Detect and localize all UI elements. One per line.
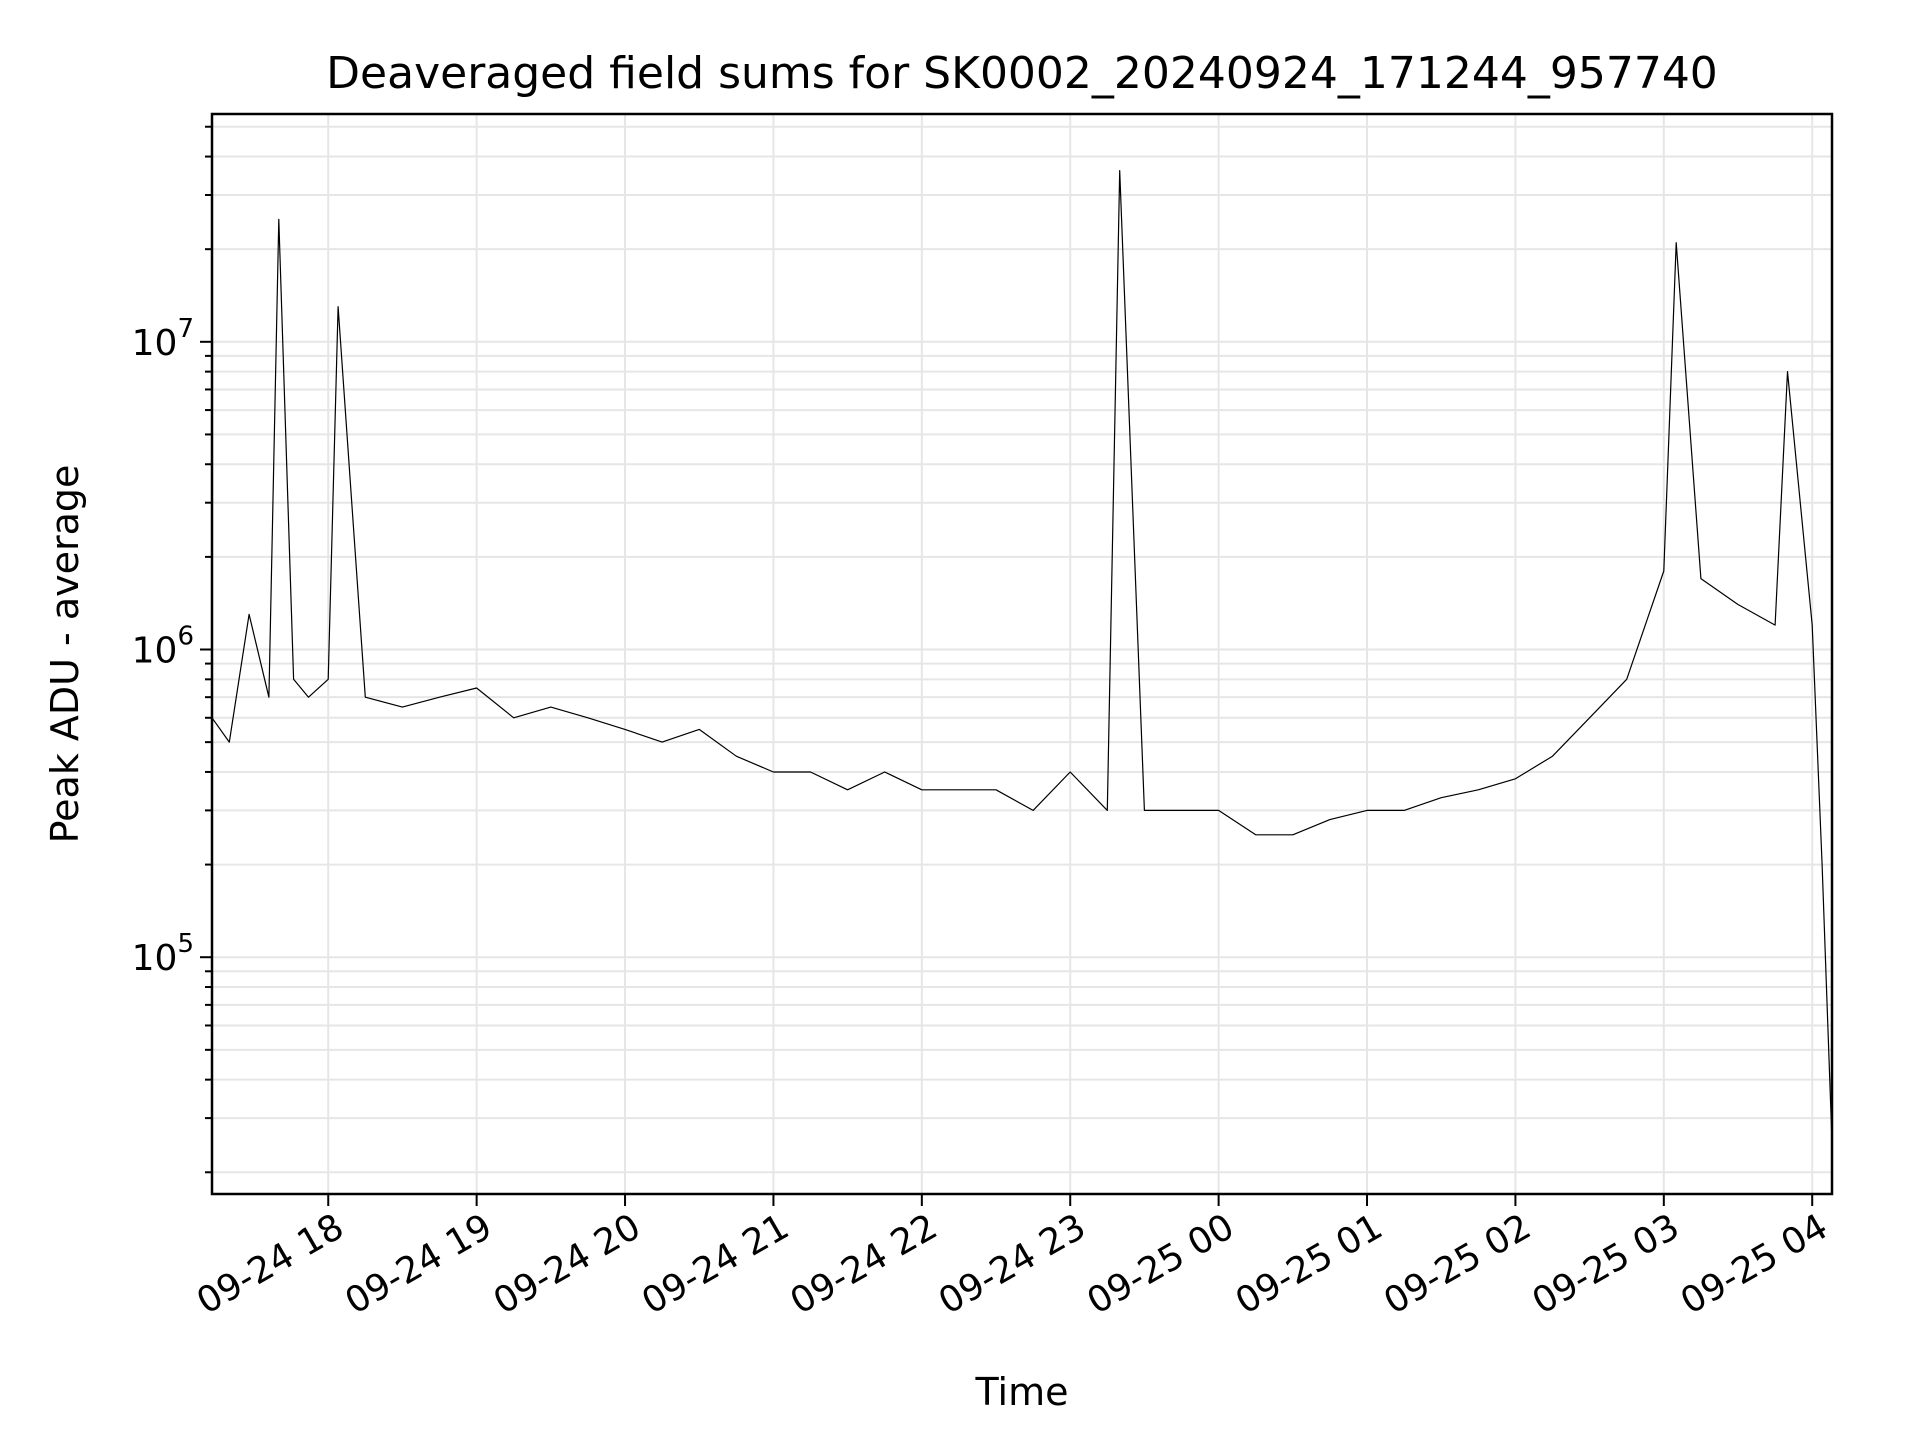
grid (212, 114, 1832, 1194)
x-tick-label: 09-24 23 (932, 1206, 1093, 1322)
x-tick-label: 09-24 20 (487, 1206, 648, 1322)
plot-frame (210, 112, 1834, 1196)
series-layer (211, 170, 1833, 1143)
y-tick-labels: 105 106 107 (132, 314, 194, 979)
x-tick-label: 09-24 19 (338, 1206, 499, 1322)
x-tick-label: 09-25 04 (1674, 1206, 1835, 1322)
x-tick-label: 09-24 22 (784, 1206, 945, 1322)
x-tick-label: 09-25 03 (1526, 1206, 1687, 1322)
y-axis-label: Peak ADU - average (43, 465, 87, 844)
series-line (211, 170, 1833, 1143)
y-tick-label: 106 (132, 622, 194, 672)
x-tick-label: 09-25 00 (1080, 1206, 1241, 1322)
x-tick-label: 09-24 18 (190, 1206, 351, 1322)
y-tick-label: 105 (132, 929, 194, 979)
x-axis-label: Time (975, 1370, 1069, 1414)
axis-ticks (200, 125, 1814, 1206)
x-tick-label: 09-25 01 (1229, 1206, 1390, 1322)
chart-title: Deaveraged field sums for SK0002_2024092… (326, 48, 1718, 99)
x-tick-label: 09-24 21 (635, 1206, 796, 1322)
y-tick-label: 107 (132, 314, 194, 364)
x-tick-label: 09-25 02 (1377, 1206, 1538, 1322)
